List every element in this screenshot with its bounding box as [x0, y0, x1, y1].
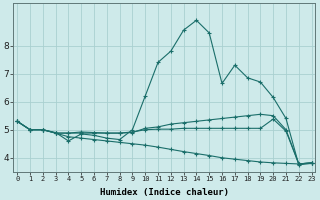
X-axis label: Humidex (Indice chaleur): Humidex (Indice chaleur): [100, 188, 229, 197]
